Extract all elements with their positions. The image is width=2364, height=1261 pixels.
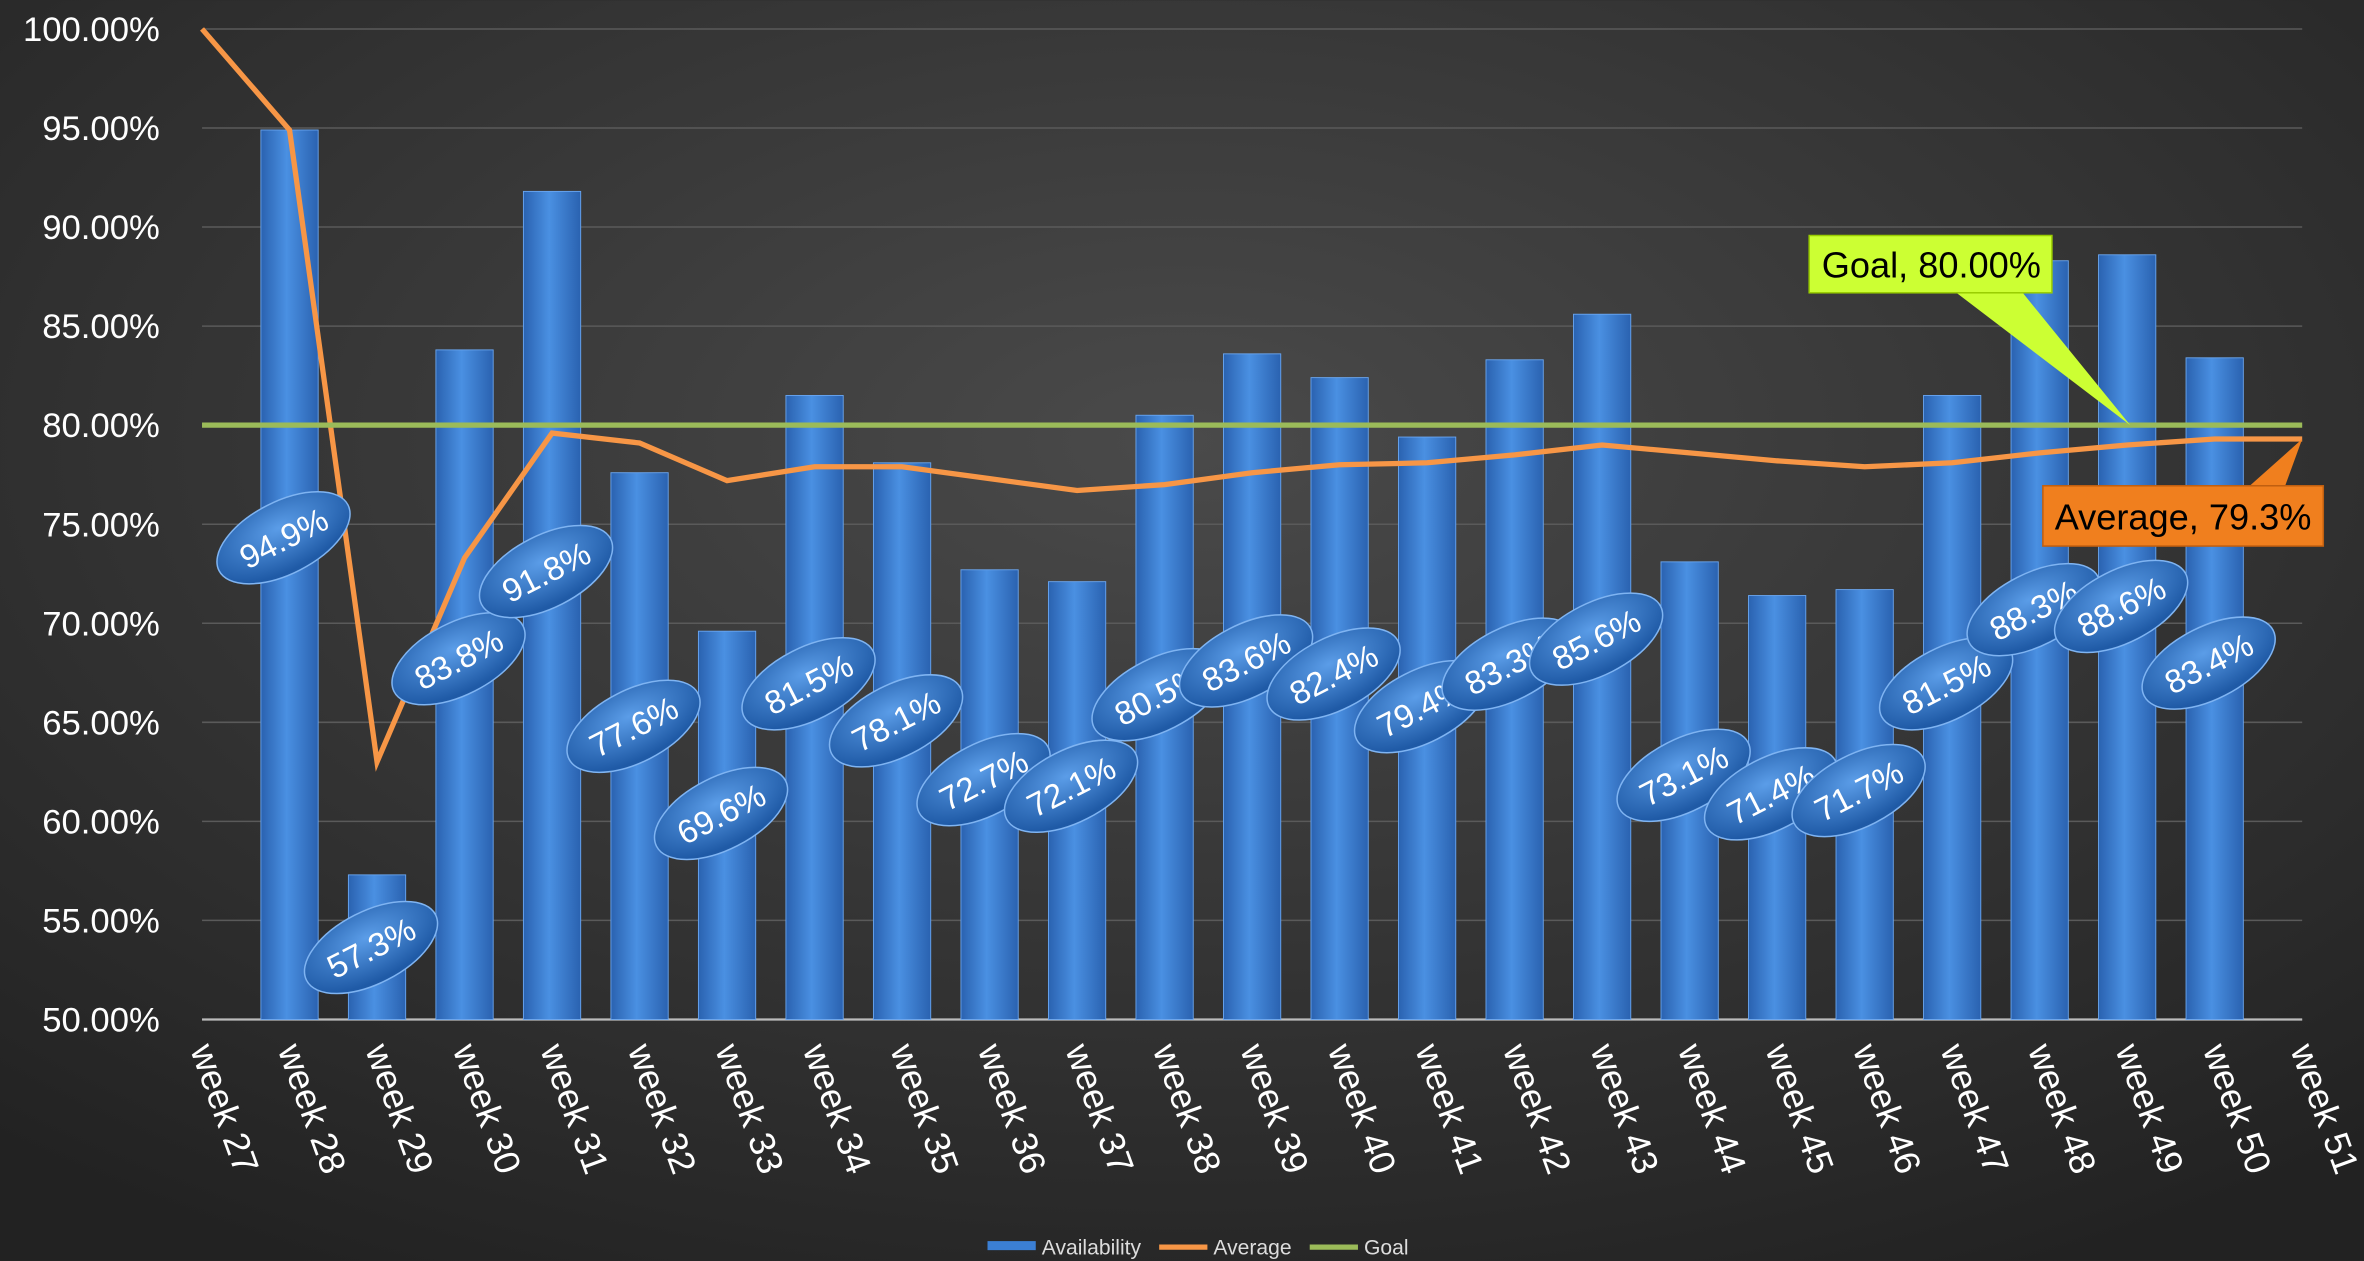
callout-box bbox=[2042, 485, 2325, 547]
data-label: 88.6% bbox=[2053, 559, 2189, 654]
label-bubble bbox=[391, 611, 526, 706]
legend-swatch bbox=[987, 1241, 1036, 1251]
label-bubble bbox=[2141, 616, 2276, 710]
y-tick-label: 55.00% bbox=[42, 902, 160, 940]
label-bubble bbox=[1528, 592, 1664, 686]
y-tick-label: 65.00% bbox=[42, 704, 160, 742]
y-tick-label: 80.00% bbox=[42, 407, 160, 445]
y-tick-label: 75.00% bbox=[42, 506, 160, 544]
legend-label: Availability bbox=[1042, 1237, 1142, 1260]
label-bubble bbox=[741, 637, 876, 731]
label-bubble bbox=[478, 524, 614, 619]
y-tick-label: 50.00% bbox=[42, 1002, 160, 1040]
line-average bbox=[200, 27, 2303, 772]
label-bubble bbox=[1791, 743, 1926, 838]
y-tick-label: 90.00% bbox=[42, 209, 160, 247]
y-tick-label: 100.00% bbox=[23, 11, 160, 49]
label-bubble bbox=[916, 732, 1051, 827]
callout-box bbox=[1808, 234, 2053, 294]
legend-label: Average bbox=[1213, 1237, 1291, 1260]
label-bubble bbox=[303, 900, 439, 995]
label-bubble bbox=[1703, 747, 1839, 841]
label-bubble bbox=[1003, 739, 1139, 833]
y-tick-label: 70.00% bbox=[42, 605, 160, 643]
y-tick-label: 95.00% bbox=[42, 110, 160, 148]
y-tick-label: 85.00% bbox=[42, 308, 160, 346]
label-bubble bbox=[828, 674, 964, 768]
label-bubble bbox=[2053, 559, 2189, 654]
label-bubble bbox=[1616, 728, 1751, 823]
label-bubble bbox=[216, 491, 351, 585]
label-bubble bbox=[1266, 627, 1401, 721]
y-tick-label: 60.00% bbox=[42, 803, 160, 841]
annotation: Goal, 80.00% bbox=[1822, 245, 2041, 286]
label-bubble bbox=[566, 679, 701, 774]
label-bubble bbox=[653, 766, 789, 861]
legend-label: Goal bbox=[1364, 1237, 1409, 1260]
label-bubble bbox=[1178, 614, 1314, 708]
label-bubble bbox=[1966, 562, 2101, 657]
callout-pointer bbox=[2246, 439, 2303, 489]
annotation: Average, 79.3% bbox=[2055, 496, 2312, 537]
